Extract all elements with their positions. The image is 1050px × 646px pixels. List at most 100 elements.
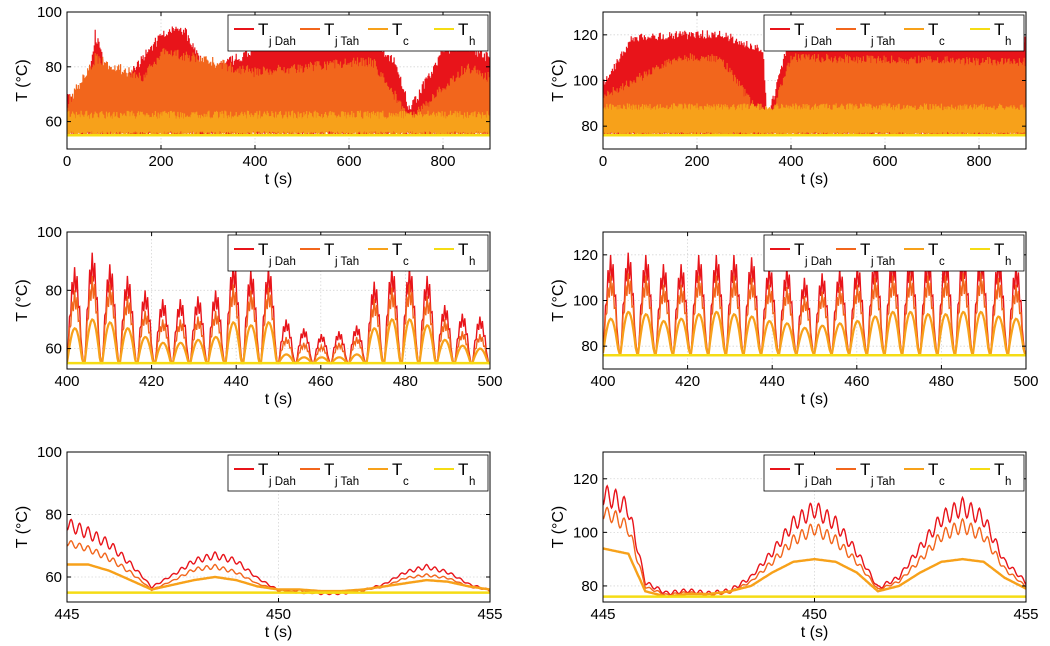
x-axis-label: t (s) xyxy=(801,391,829,408)
chart-panel-3: 400 420 440 460 480 500 60 80 100 t (s) T (°C) Tj D… xyxy=(14,224,503,408)
y-tick-label: 60 xyxy=(45,569,62,586)
legend-label: T xyxy=(392,460,402,479)
x-tick-label: 500 xyxy=(477,373,502,390)
x-tick-label: 455 xyxy=(477,606,502,623)
legend-label: T xyxy=(258,20,268,39)
legend-label-sub: c xyxy=(939,36,945,48)
x-tick-label: 0 xyxy=(63,153,71,170)
legend-label: T xyxy=(994,460,1004,479)
legend-label: T xyxy=(458,20,468,39)
x-tick-label: 400 xyxy=(54,373,79,390)
y-tick-label: 80 xyxy=(45,507,62,524)
legend-label-sub: h xyxy=(469,36,475,48)
legend-label: T xyxy=(324,20,334,39)
legend-label-sub: h xyxy=(469,476,475,488)
legend-label: T xyxy=(324,240,334,259)
x-tick-label: 0 xyxy=(599,153,607,170)
legend-label: T xyxy=(392,20,402,39)
chart-panel-4: 400 420 440 460 480 500 80 100 120 t (s) T (°C) Tj … xyxy=(550,231,1039,408)
y-tick-label: 80 xyxy=(581,338,598,355)
x-tick-label: 460 xyxy=(844,373,869,390)
plot-area xyxy=(67,252,490,365)
legend-label: T xyxy=(794,460,804,479)
x-tick-label: 450 xyxy=(266,606,291,623)
axes-frame xyxy=(66,231,491,370)
legend-label-sub: h xyxy=(1005,476,1011,488)
legend-label: T xyxy=(994,240,1004,259)
legend-label: T xyxy=(258,460,268,479)
legend-label-sub: h xyxy=(1005,36,1011,48)
legend-label: T xyxy=(458,240,468,259)
y-tick-label: 80 xyxy=(581,578,598,595)
x-tick-label: 480 xyxy=(929,373,954,390)
legend-box xyxy=(763,14,1025,52)
series-line-tj-tah xyxy=(603,53,1026,136)
plot-area xyxy=(603,484,1026,598)
legend-label: T xyxy=(324,460,334,479)
legend-label-sub: c xyxy=(403,256,409,268)
series-line-tc xyxy=(67,318,490,365)
x-tick-label: 600 xyxy=(336,153,361,170)
legend-label-sub: j Dah xyxy=(804,476,832,488)
y-tick-label: 100 xyxy=(37,4,62,21)
x-tick-label: 400 xyxy=(778,153,803,170)
legend-label-sub: c xyxy=(403,36,409,48)
legend-label-sub: j Dah xyxy=(268,256,296,268)
plot-area xyxy=(603,252,1026,357)
series-line-tj-tah xyxy=(603,506,1026,597)
legend-label-sub: h xyxy=(469,256,475,268)
legend-label: T xyxy=(860,20,870,39)
y-axis-label: T (°C) xyxy=(14,279,31,322)
x-tick-label: 800 xyxy=(430,153,455,170)
legend-label: T xyxy=(794,20,804,39)
legend-label-sub: c xyxy=(939,476,945,488)
x-tick-label: 600 xyxy=(872,153,897,170)
legend-label-sub: j Tah xyxy=(870,36,895,48)
y-axis-label: T (°C) xyxy=(550,506,567,549)
x-tick-label: 400 xyxy=(590,373,615,390)
y-tick-label: 100 xyxy=(37,444,62,461)
series-line-tj-dah xyxy=(603,484,1026,596)
x-tick-label: 445 xyxy=(590,606,615,623)
legend-label-sub: h xyxy=(1005,256,1011,268)
y-tick-label: 120 xyxy=(573,471,598,488)
x-tick-label: 460 xyxy=(308,373,333,390)
legend-label-sub: c xyxy=(939,256,945,268)
x-tick-label: 420 xyxy=(139,373,164,390)
y-axis-label: T (°C) xyxy=(14,59,31,102)
legend-label: T xyxy=(258,240,268,259)
legend-box xyxy=(763,454,1025,492)
x-tick-label: 440 xyxy=(760,373,785,390)
legend-label-sub: j Tah xyxy=(870,476,895,488)
y-tick-label: 80 xyxy=(45,282,62,299)
x-axis-label: t (s) xyxy=(265,624,293,641)
y-tick-label: 100 xyxy=(573,524,598,541)
y-tick-label: 60 xyxy=(45,341,62,358)
legend-box xyxy=(227,454,489,492)
y-tick-label: 60 xyxy=(45,114,62,131)
series-line-tc xyxy=(603,103,1026,136)
x-axis-label: t (s) xyxy=(801,624,829,641)
y-tick-label: 100 xyxy=(573,73,598,90)
legend-label-sub: j Dah xyxy=(804,36,832,48)
y-tick-label: 120 xyxy=(573,247,598,264)
axes-frame xyxy=(66,11,491,150)
x-tick-label: 400 xyxy=(242,153,267,170)
legend-label: T xyxy=(458,460,468,479)
series-line-tc xyxy=(67,563,490,593)
x-tick-label: 800 xyxy=(966,153,991,170)
legend-label: T xyxy=(928,460,938,479)
legend-box xyxy=(763,234,1025,272)
x-tick-label: 200 xyxy=(684,153,709,170)
legend-label: T xyxy=(928,240,938,259)
legend-label-sub: j Dah xyxy=(268,476,296,488)
legend-label-sub: c xyxy=(403,476,409,488)
series-line-tc xyxy=(67,110,490,136)
